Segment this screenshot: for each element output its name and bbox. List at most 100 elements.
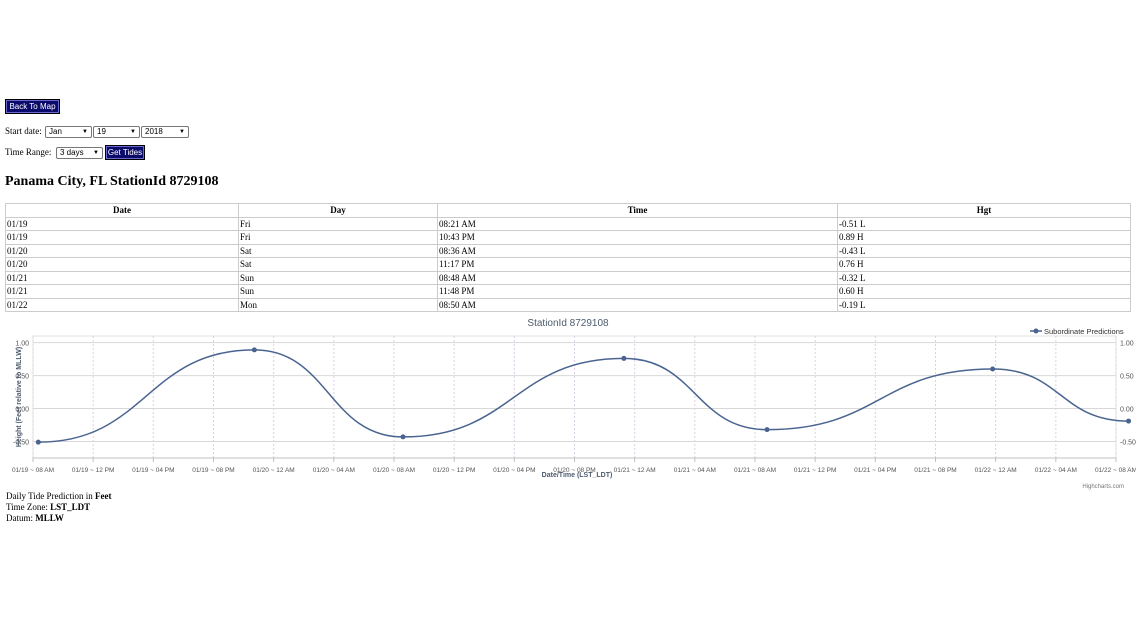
chevron-down-icon: ▼	[93, 150, 99, 156]
x-tick-label: 01/20 ~ 04 AM	[313, 467, 355, 474]
cell-date: 01/20	[5, 257, 239, 272]
x-tick-label: 01/21 ~ 04 PM	[854, 467, 896, 474]
table-row: 01/20 Sat 11:17 PM 0.76 H	[5, 257, 1131, 272]
cell-time: 08:50 AM	[437, 297, 838, 312]
table-row: 01/19 Fri 10:43 PM 0.89 H	[5, 230, 1131, 245]
footer-timezone-value: LST_LDT	[50, 502, 91, 512]
footer-datum: Datum: MLLW	[6, 513, 64, 523]
cell-date: 01/20	[5, 243, 239, 258]
x-tick-label: 01/20 ~ 12 PM	[433, 467, 475, 474]
x-tick-label: 01/21 ~ 04 AM	[674, 467, 716, 474]
cell-day: Sun	[238, 284, 438, 299]
x-tick-label: 01/22 ~ 12 AM	[975, 467, 1017, 474]
y-tick-label: 0.50	[15, 374, 29, 381]
cell-date: 01/21	[5, 270, 239, 285]
chart-credit: Highcharts.com	[1082, 484, 1124, 490]
cell-time: 11:17 PM	[437, 257, 838, 272]
cell-time: 10:43 PM	[437, 230, 838, 245]
table-row: 01/21 Sun 08:48 AM -0.32 L	[5, 270, 1131, 285]
x-tick-label: 01/21 ~ 08 AM	[734, 467, 776, 474]
y-tick-label-right: 0.50	[1120, 374, 1134, 381]
x-tick-label: 01/19 ~ 12 PM	[72, 467, 114, 474]
chevron-down-icon: ▼	[179, 129, 185, 135]
time-range-value: 3 days	[60, 148, 84, 157]
footer-units-value: Feet	[95, 491, 112, 501]
data-point	[764, 427, 770, 433]
table-header-row: Date Day Time Hgt	[5, 203, 1131, 218]
x-tick-label: 01/19 ~ 08 AM	[12, 467, 54, 474]
cell-date: 01/19	[5, 230, 239, 245]
year-value: 2018	[145, 127, 163, 136]
data-point	[35, 439, 41, 445]
y-tick-label-right: 0.00	[1120, 407, 1134, 414]
x-tick-label: 01/21 ~ 12 PM	[794, 467, 836, 474]
x-tick-label: 01/21 ~ 08 PM	[914, 467, 956, 474]
x-axis-title: Date/Time (LST_LDT)	[542, 472, 613, 479]
x-tick-label: 01/22 ~ 08 AM	[1095, 467, 1136, 474]
cell-day: Sun	[238, 270, 438, 285]
month-value: Jan	[49, 127, 62, 136]
chevron-down-icon: ▼	[130, 129, 136, 135]
back-to-map-button[interactable]: Back To Map	[5, 99, 60, 114]
tide-table: Date Day Time Hgt 01/19 Fri 08:21 AM -0.51 …	[5, 203, 1131, 312]
y-tick-label-right: -0.50	[1120, 440, 1136, 447]
footer-datum-value: MLLW	[35, 513, 64, 523]
footer-timezone: Time Zone: LST_LDT	[6, 502, 90, 512]
month-select[interactable]: Jan ▼	[45, 126, 92, 138]
y-tick-label-right: 1.00	[1120, 341, 1134, 348]
year-select[interactable]: 2018 ▼	[141, 126, 189, 138]
footer-timezone-label: Time Zone:	[6, 502, 51, 512]
data-point	[1126, 418, 1132, 424]
cell-day: Fri	[238, 230, 438, 245]
get-tides-button[interactable]: Get Tides	[105, 145, 145, 160]
x-tick-label: 01/22 ~ 04 AM	[1035, 467, 1077, 474]
x-tick-label: 01/20 ~ 04 PM	[493, 467, 535, 474]
cell-time: 11:48 PM	[437, 284, 838, 299]
time-range-select[interactable]: 3 days ▼	[56, 147, 103, 159]
day-value: 19	[97, 127, 106, 136]
day-select[interactable]: 19 ▼	[93, 126, 140, 138]
x-tick-label: 01/20 ~ 12 AM	[253, 467, 295, 474]
data-point	[400, 434, 406, 440]
start-date-label: Start date:	[5, 126, 42, 136]
cell-date: 01/22	[5, 297, 239, 312]
cell-hgt: 0.76 H	[837, 257, 1131, 272]
x-tick-label: 01/20 ~ 08 PM	[553, 467, 595, 474]
cell-date: 01/21	[5, 284, 239, 299]
footer-units-label: Daily Tide Prediction in	[6, 491, 96, 501]
cell-hgt: -0.32 L	[837, 270, 1131, 285]
cell-day: Mon	[238, 297, 438, 312]
tide-chart: 1.00 1.00 0.50 0.50 0.00 0.00 -0.50 -0.50 01/19 …	[12, 318, 1136, 490]
table-row: 01/20 Sat 08:36 AM -0.43 L	[5, 243, 1131, 258]
cell-hgt: -0.43 L	[837, 243, 1131, 258]
cell-time: 08:36 AM	[437, 243, 838, 258]
station-title: Panama City, FL StationId 8729108	[5, 174, 219, 189]
cell-day: Fri	[238, 216, 438, 231]
y-tick-label: -0.50	[13, 440, 29, 447]
cell-time: 08:21 AM	[437, 216, 838, 231]
header-hgt: Hgt	[837, 203, 1131, 218]
y-tick-label: 1.00	[15, 341, 29, 348]
x-tick-label: 01/21 ~ 12 AM	[614, 467, 656, 474]
header-time: Time	[437, 203, 838, 218]
table-row: 01/19 Fri 08:21 AM -0.51 L	[5, 216, 1131, 231]
legend-label: Subordinate Predictions	[1044, 327, 1124, 336]
cell-time: 08:48 AM	[437, 270, 838, 285]
legend-marker	[1033, 328, 1039, 334]
chevron-down-icon: ▼	[82, 129, 88, 135]
cell-hgt: -0.51 L	[837, 216, 1131, 231]
time-range-label: Time Range:	[5, 147, 52, 157]
y-axis-title: Height (Feet relative to MLLW)	[16, 347, 23, 447]
chart-title: StationId 8729108	[527, 318, 609, 329]
cell-hgt: 0.60 H	[837, 284, 1131, 299]
cell-hgt: 0.89 H	[837, 230, 1131, 245]
data-point	[251, 347, 257, 353]
table-row: 01/22 Mon 08:50 AM -0.19 L	[5, 297, 1131, 312]
series-line	[38, 349, 1129, 443]
data-point	[621, 355, 627, 361]
table-row: 01/21 Sun 11:48 PM 0.60 H	[5, 284, 1131, 299]
cell-hgt: -0.19 L	[837, 297, 1131, 312]
x-tick-label: 01/20 ~ 08 AM	[373, 467, 415, 474]
cell-day: Sat	[238, 243, 438, 258]
footer-units: Daily Tide Prediction in Feet	[6, 491, 112, 501]
